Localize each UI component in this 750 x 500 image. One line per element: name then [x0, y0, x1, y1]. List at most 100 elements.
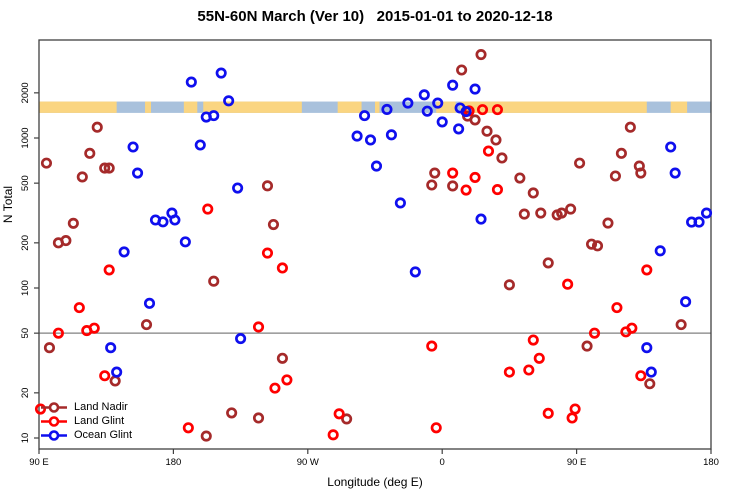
legend-item-ocean-glint: Ocean Glint	[40, 429, 132, 442]
data-point-land-glint	[269, 382, 281, 394]
data-point-ocean-glint	[223, 95, 235, 107]
map-strip-land-segment	[183, 101, 198, 113]
data-point-land-nadir	[527, 187, 539, 199]
data-point-ocean-glint	[469, 83, 481, 95]
data-point-land-nadir	[447, 180, 459, 192]
data-point-land-nadir	[252, 412, 265, 424]
data-point-ocean-glint	[700, 207, 713, 219]
data-point-land-nadir	[426, 179, 438, 191]
data-point-land-nadir	[91, 121, 103, 133]
data-point-land-glint	[611, 302, 623, 314]
data-point-ocean-glint	[132, 167, 144, 179]
data-point-land-nadir	[469, 114, 481, 126]
data-point-land-nadir	[276, 352, 288, 364]
data-point-land-nadir	[109, 375, 121, 387]
data-point-land-nadir	[456, 64, 468, 76]
data-point-ocean-glint	[351, 130, 363, 142]
data-point-land-nadir	[226, 407, 238, 419]
data-point-land-glint	[569, 403, 581, 415]
data-point-land-glint	[52, 327, 64, 339]
data-point-land-glint	[641, 264, 653, 276]
data-point-land-nadir	[208, 275, 220, 287]
data-point-land-glint	[73, 302, 85, 314]
y-tick-label: 20	[20, 388, 31, 399]
data-point-ocean-glint	[179, 236, 191, 248]
data-point-land-nadir	[644, 378, 656, 390]
data-point-land-glint	[88, 322, 100, 334]
ocean-glint-marker-icon	[41, 430, 67, 441]
x-axis-title: Longitude (deg E)	[327, 475, 422, 489]
data-point-ocean-glint	[105, 342, 117, 354]
data-point-land-glint	[430, 422, 442, 434]
data-point-land-glint	[182, 422, 194, 434]
data-point-land-glint	[252, 321, 265, 333]
data-point-ocean-glint	[460, 106, 472, 118]
land-glint-marker-icon	[41, 416, 67, 427]
data-point-ocean-glint	[409, 266, 421, 278]
data-point-ocean-glint	[118, 246, 130, 258]
data-point-land-glint	[327, 429, 339, 441]
y-tick-label: 100	[20, 280, 31, 296]
map-strip-land-segment	[460, 101, 647, 113]
data-point-land-glint	[523, 364, 535, 376]
data-point-land-glint	[281, 374, 293, 386]
data-point-land-nadir	[76, 171, 88, 183]
data-point-ocean-glint	[208, 110, 220, 122]
data-point-ocean-glint	[436, 116, 448, 128]
data-point-land-nadir	[675, 319, 687, 331]
data-point-land-glint	[34, 403, 47, 415]
y-tick-label: 50	[20, 328, 31, 339]
data-point-land-glint	[447, 167, 459, 179]
map-strip-land-segment	[39, 101, 117, 113]
x-tick-label: 90 W	[297, 457, 319, 468]
data-point-land-nadir	[609, 170, 621, 182]
data-point-land-nadir	[43, 342, 56, 354]
data-point-land-nadir	[591, 240, 604, 252]
data-point-land-glint	[460, 184, 472, 196]
data-point-ocean-glint	[370, 160, 383, 172]
y-tick-label: 2000	[20, 82, 31, 103]
data-point-ocean-glint	[235, 333, 247, 345]
data-point-ocean-glint	[215, 67, 227, 79]
x-tick-label: 0	[440, 457, 445, 468]
data-point-ocean-glint	[665, 141, 677, 153]
data-point-ocean-glint	[232, 182, 244, 194]
data-point-land-nadir	[624, 121, 636, 133]
data-point-ocean-glint	[669, 167, 681, 179]
data-point-land-glint	[276, 262, 288, 274]
data-point-land-glint	[99, 370, 111, 382]
data-point-land-glint	[482, 145, 495, 157]
data-point-land-glint	[333, 408, 345, 420]
data-point-ocean-glint	[402, 97, 414, 109]
data-point-land-glint	[103, 264, 115, 276]
data-point-land-nadir	[60, 235, 72, 247]
data-point-ocean-glint	[421, 105, 433, 117]
data-point-land-nadir	[615, 147, 627, 159]
data-point-ocean-glint	[194, 139, 206, 151]
data-point-land-nadir	[103, 162, 115, 174]
data-point-land-glint	[469, 171, 481, 183]
data-point-ocean-glint	[453, 123, 465, 135]
data-point-land-glint	[542, 407, 554, 419]
data-point-ocean-glint	[475, 213, 487, 225]
legend-item-land-nadir: Land Nadir	[40, 401, 132, 414]
data-point-land-glint	[562, 278, 574, 290]
data-point-ocean-glint	[381, 103, 393, 116]
data-point-ocean-glint	[143, 297, 156, 309]
data-point-ocean-glint	[447, 79, 459, 91]
legend: Land Nadir Land Glint Ocean Glint	[40, 401, 132, 442]
data-point-land-glint	[426, 340, 438, 352]
y-tick-label: 500	[20, 175, 31, 191]
data-point-ocean-glint	[157, 216, 169, 228]
data-point-land-nadir	[574, 157, 586, 169]
data-point-land-glint	[533, 352, 545, 364]
data-point-land-glint	[527, 334, 539, 346]
data-point-ocean-glint	[394, 197, 406, 209]
data-point-ocean-glint	[654, 245, 666, 257]
data-point-ocean-glint	[364, 134, 377, 146]
map-strip-land-segment	[436, 101, 456, 113]
x-tick-label: 180	[165, 457, 181, 468]
data-point-ocean-glint	[385, 129, 397, 141]
map-strip-land-segment	[203, 101, 302, 113]
